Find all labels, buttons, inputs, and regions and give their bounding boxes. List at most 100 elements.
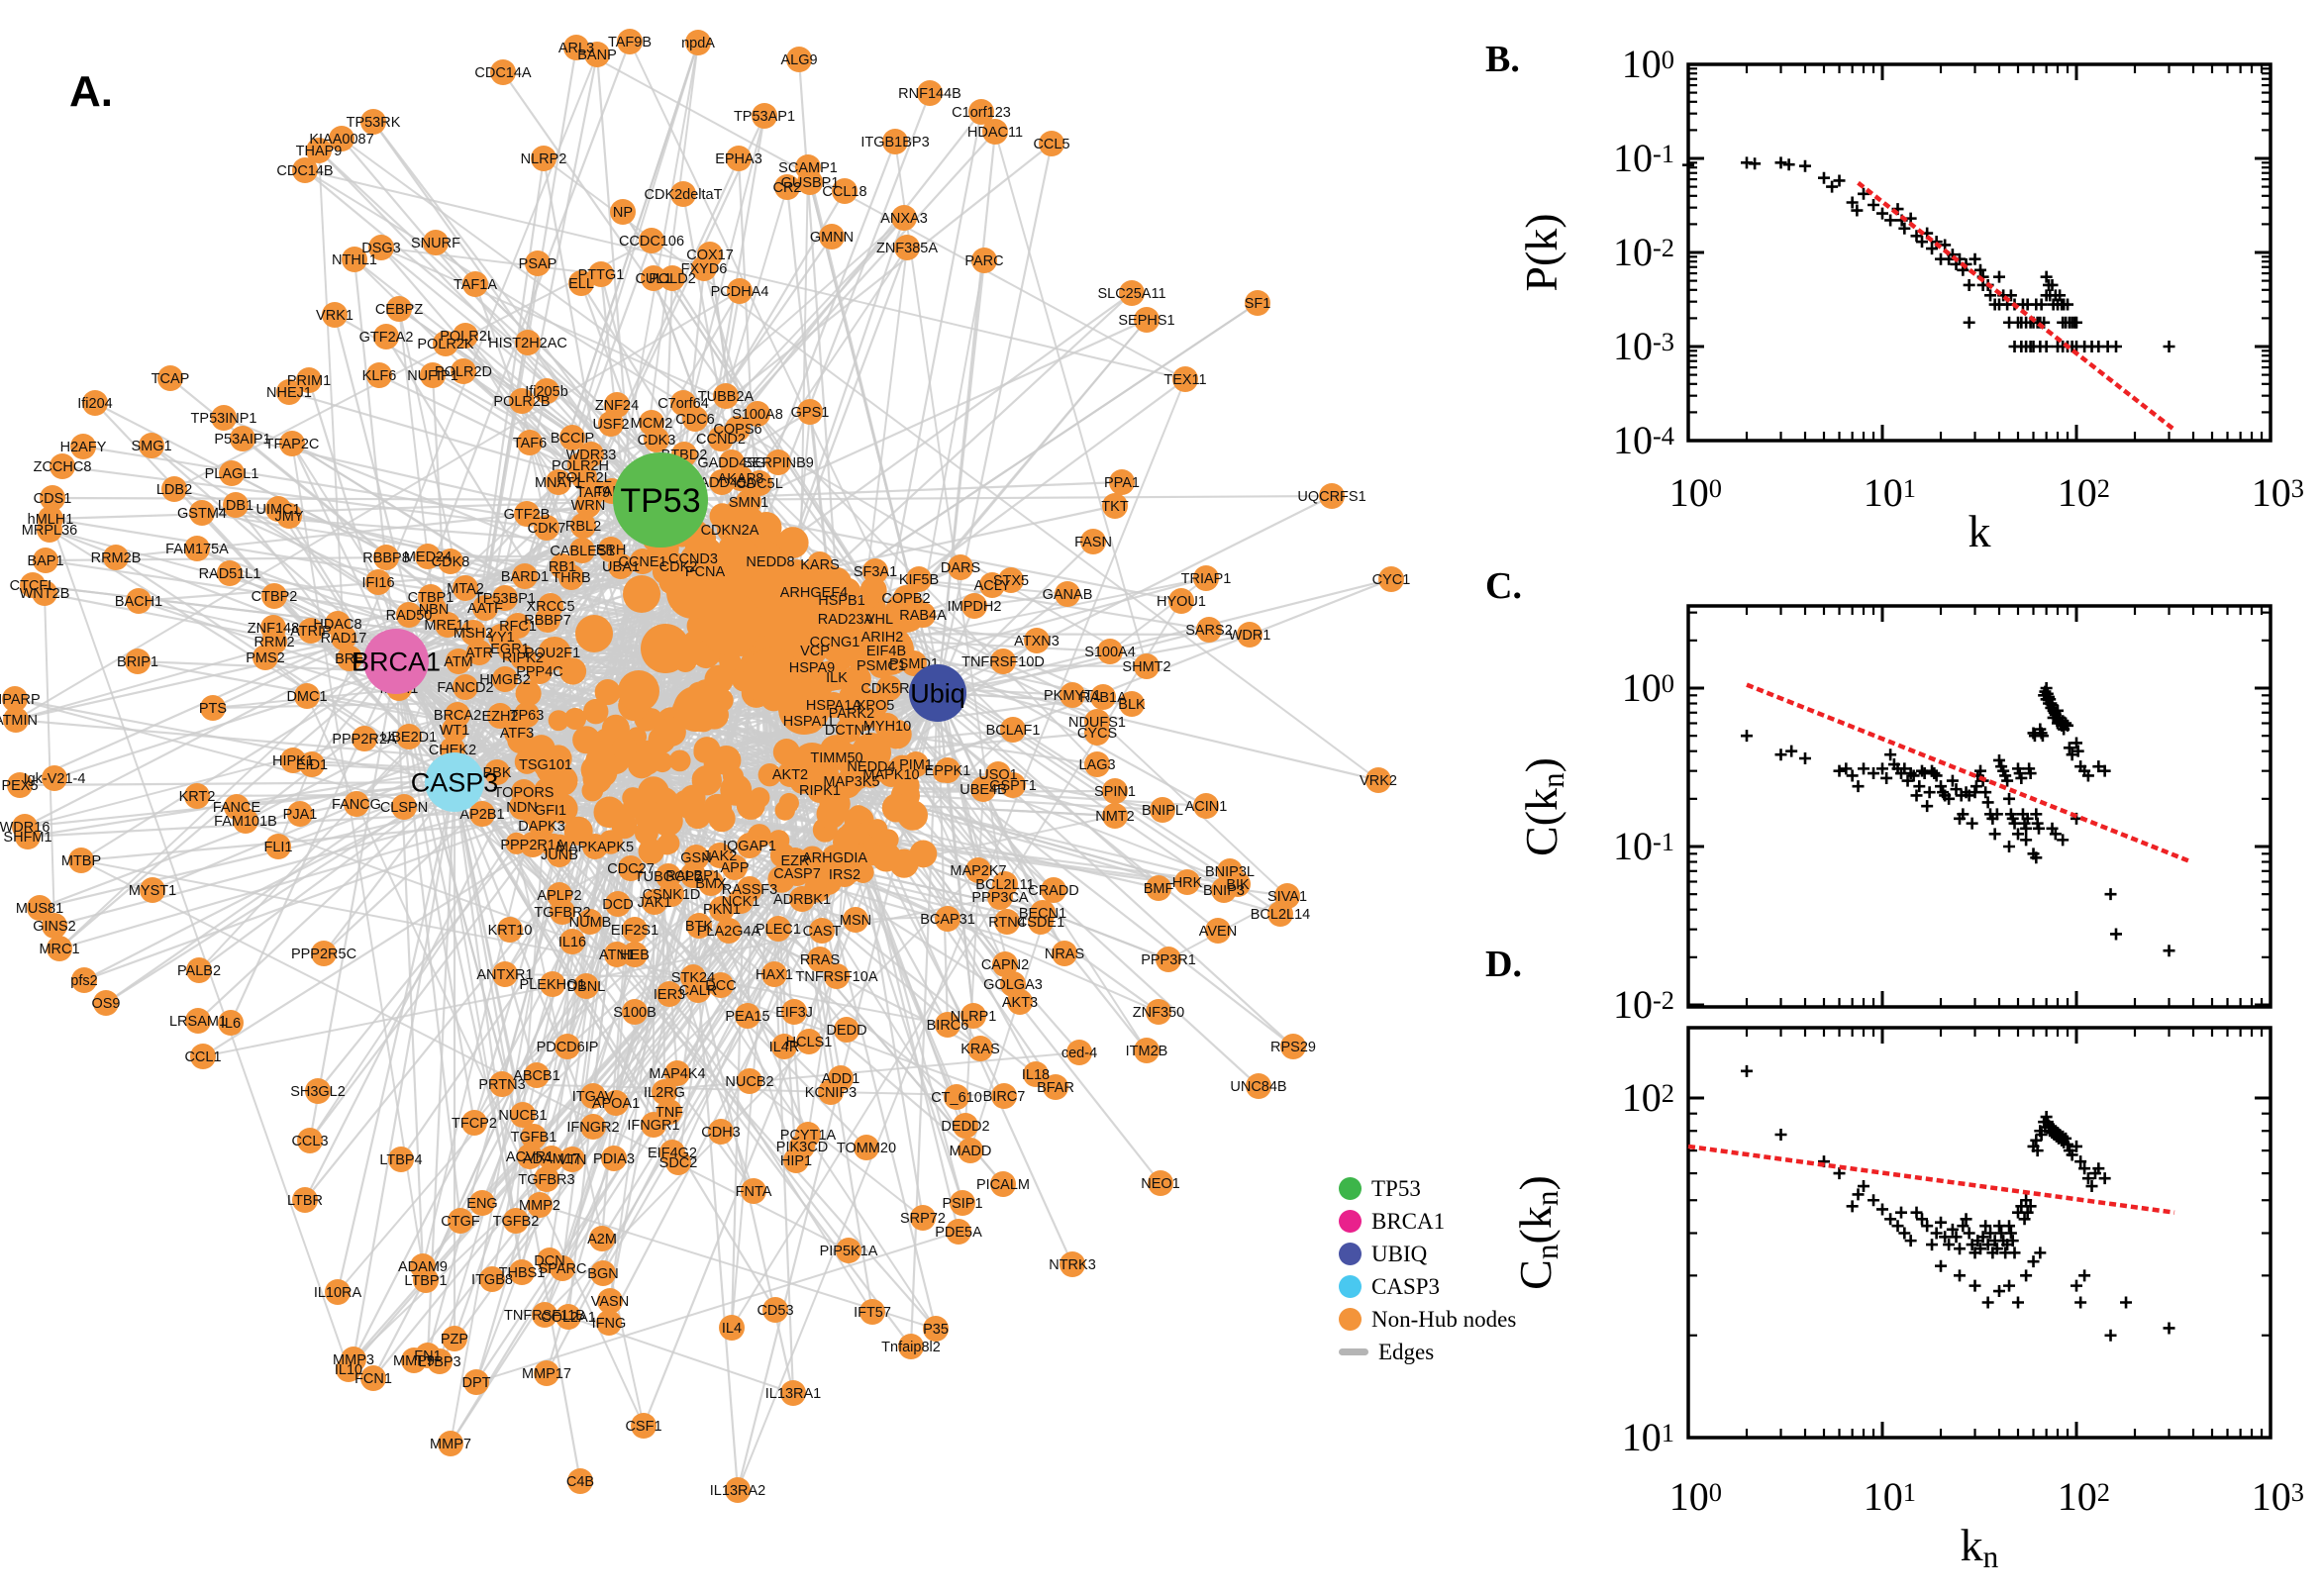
node-label: BRE <box>335 651 364 667</box>
non-hub-node <box>950 1190 975 1216</box>
non-hub-node <box>479 1266 505 1292</box>
non-hub-node <box>762 1297 788 1323</box>
node-label: NEO1 <box>1141 1176 1180 1192</box>
node-label: IL13RA1 <box>765 1386 821 1402</box>
non-hub-node <box>442 717 467 743</box>
non-hub-node <box>901 650 927 676</box>
node-label: HSPA1A <box>806 698 861 714</box>
node-label: APOA1 <box>592 1096 640 1112</box>
non-hub-node <box>451 358 476 384</box>
node-label: FANCG <box>332 797 381 813</box>
non-hub-node <box>664 1060 690 1086</box>
non-hub-node <box>37 517 62 543</box>
non-hub-node <box>3 707 29 733</box>
non-hub-node <box>797 169 823 195</box>
node-label: ATM <box>444 654 473 670</box>
non-hub-node <box>603 1090 629 1116</box>
data-point <box>2078 1162 2091 1175</box>
node-label: ATRIP <box>290 624 332 640</box>
node-label: CDK3 <box>638 433 676 449</box>
node-label: THRB <box>552 570 590 586</box>
node-label: P53AIP1 <box>214 432 270 448</box>
node-label: RB1 <box>549 559 576 575</box>
data-point <box>1923 786 1936 799</box>
node-label: GUSBP1 <box>781 175 840 191</box>
non-hub-node <box>727 278 753 304</box>
non-hub-node <box>342 247 367 272</box>
non-hub-node <box>1205 918 1231 944</box>
non-hub-node <box>453 323 478 349</box>
non-hub-node <box>898 1334 924 1359</box>
hub-node-brca1 <box>363 629 429 694</box>
data-point <box>1894 1206 1907 1219</box>
non-hub-node <box>692 558 718 584</box>
node-label: CDK8 <box>432 554 470 570</box>
node-label: UBE4B <box>960 782 1007 798</box>
data-point <box>2020 834 2033 847</box>
data-point <box>1785 745 1798 757</box>
non-hub-node <box>789 886 815 912</box>
node-label: TUBB2A <box>698 389 755 405</box>
non-hub-node <box>550 899 575 925</box>
node-label: USO1 <box>978 767 1018 783</box>
non-hub-node <box>140 877 165 903</box>
node-label: BNIPL <box>1142 803 1183 819</box>
tick-label: 102 <box>1622 1075 1674 1120</box>
data-point <box>1988 828 2001 841</box>
non-hub-node <box>610 199 636 225</box>
non-hub-node <box>612 735 638 761</box>
node-label: PRIM1 <box>287 373 331 389</box>
non-hub-node <box>634 801 665 832</box>
data-point <box>2074 1155 2087 1168</box>
node-label: KIF5B <box>899 572 939 588</box>
node-label: WDR16 <box>0 820 50 836</box>
non-hub-node <box>82 390 108 416</box>
node-label: ACVR1 <box>506 1149 554 1165</box>
node-label: LDB1 <box>218 498 253 514</box>
node-label: ITM2B <box>1126 1044 1168 1059</box>
node-label: FNTA <box>736 1184 772 1200</box>
node-label: CDS1 <box>34 491 72 507</box>
data-point <box>1868 1194 1880 1207</box>
non-hub-node <box>968 99 994 125</box>
non-hub-node <box>292 1187 318 1213</box>
node-label: CASP7 <box>773 866 821 882</box>
node-label: GINS2 <box>33 919 76 935</box>
non-hub-node <box>1052 941 1077 966</box>
node-label: ENG <box>466 1196 497 1212</box>
node-label: SERPINB9 <box>743 455 814 471</box>
data-point <box>2012 828 2024 841</box>
node-label: EIF4B <box>866 644 906 659</box>
node-label: RBBP8 <box>362 550 410 566</box>
node-label: MAP3K5 <box>823 774 879 790</box>
non-hub-node <box>799 654 825 680</box>
node-label: NEDD8 <box>746 554 794 570</box>
non-hub-node <box>836 1238 861 1263</box>
non-hub-node-cluster <box>715 537 760 582</box>
node-label: TUBGCP2 <box>635 869 703 885</box>
non-hub-node <box>776 533 800 556</box>
non-hub-node <box>642 889 667 915</box>
node-label: TEX11 <box>1163 372 1206 388</box>
node-label: PEX5 <box>1 778 38 794</box>
data-point <box>1898 1227 1911 1240</box>
non-hub-node <box>93 990 119 1016</box>
non-hub-node <box>548 710 569 732</box>
node-label: LTBP1 <box>404 1273 447 1289</box>
non-hub-node <box>1280 1034 1306 1059</box>
non-hub-node <box>70 434 96 459</box>
non-hub-node <box>990 1171 1016 1197</box>
panel-c-points <box>1741 682 2175 957</box>
node-label: SRP72 <box>900 1211 946 1227</box>
non-hub-node <box>859 576 887 604</box>
node-label: NMT2 <box>1095 809 1134 825</box>
node-label: DMC1 <box>286 689 327 705</box>
data-point <box>1943 1239 1956 1251</box>
non-hub-node <box>265 496 291 522</box>
non-hub-node <box>509 1259 535 1285</box>
non-hub-node <box>1237 622 1262 648</box>
non-hub-node <box>605 891 631 917</box>
non-hub-node <box>594 678 621 706</box>
data-point <box>2033 822 2046 835</box>
node-label: RIPK1 <box>799 783 841 799</box>
